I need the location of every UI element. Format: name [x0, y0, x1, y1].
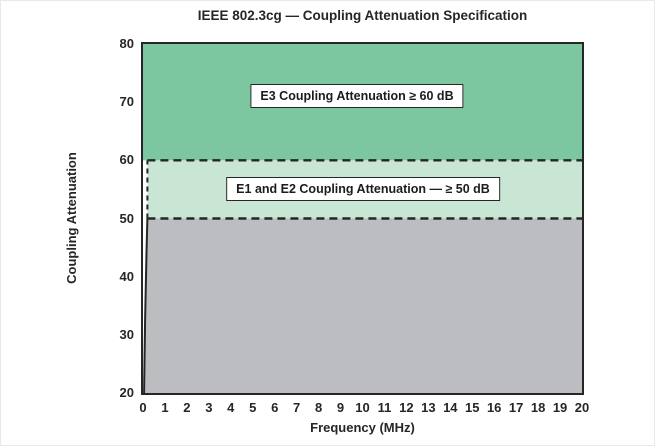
x-tick-label: 14	[443, 400, 458, 415]
x-axis-label: Frequency (MHz)	[310, 420, 415, 435]
x-tick-label: 17	[508, 400, 524, 415]
x-tick-label: 11	[377, 400, 392, 415]
x-tick-label: 2	[183, 400, 191, 415]
chart-canvas	[143, 44, 582, 393]
x-tick-label: 7	[293, 400, 301, 415]
plot-area: E3 Coupling Attenuation ≥ 60 dB E1 and E…	[141, 42, 584, 395]
x-tick-label: 18	[530, 400, 546, 415]
spec-curve	[143, 218, 149, 393]
x-tick-label: 9	[336, 400, 345, 415]
y-tick-label: 70	[119, 94, 134, 110]
x-tick-label: 6	[271, 400, 279, 415]
e1-e2-region-label: E1 and E2 Coupling Attenuation — ≥ 50 dB	[226, 177, 500, 201]
y-tick-label: 80	[119, 36, 134, 51]
x-tick-label: 15	[465, 400, 480, 415]
x-tick-label: 4	[227, 400, 235, 415]
x-tick-label: 8	[314, 400, 323, 415]
x-tick-label: 19	[552, 400, 568, 415]
below-spec-region	[144, 218, 582, 393]
y-tick-label: 50	[119, 210, 134, 226]
x-tick-label: 13	[421, 400, 436, 415]
x-tick-label: 5	[249, 400, 257, 415]
e3-region-label: E3 Coupling Attenuation ≥ 60 dB	[250, 84, 464, 108]
y-tick-label: 40	[119, 268, 134, 284]
x-tick-label: 3	[205, 400, 213, 415]
x-tick-label: 16	[486, 400, 502, 415]
y-tick-label: 20	[119, 385, 134, 400]
y-tick-label: 60	[119, 152, 134, 168]
y-tick-label: 30	[119, 326, 134, 342]
x-tick-label: 12	[399, 400, 414, 415]
x-tick-label: 0	[139, 400, 147, 415]
x-tick-label: 20	[574, 400, 590, 415]
chart-title: IEEE 802.3cg — Coupling Attenuation Spec…	[197, 8, 528, 23]
x-tick-label: 10	[355, 400, 370, 415]
x-tick-label: 1	[161, 400, 169, 415]
